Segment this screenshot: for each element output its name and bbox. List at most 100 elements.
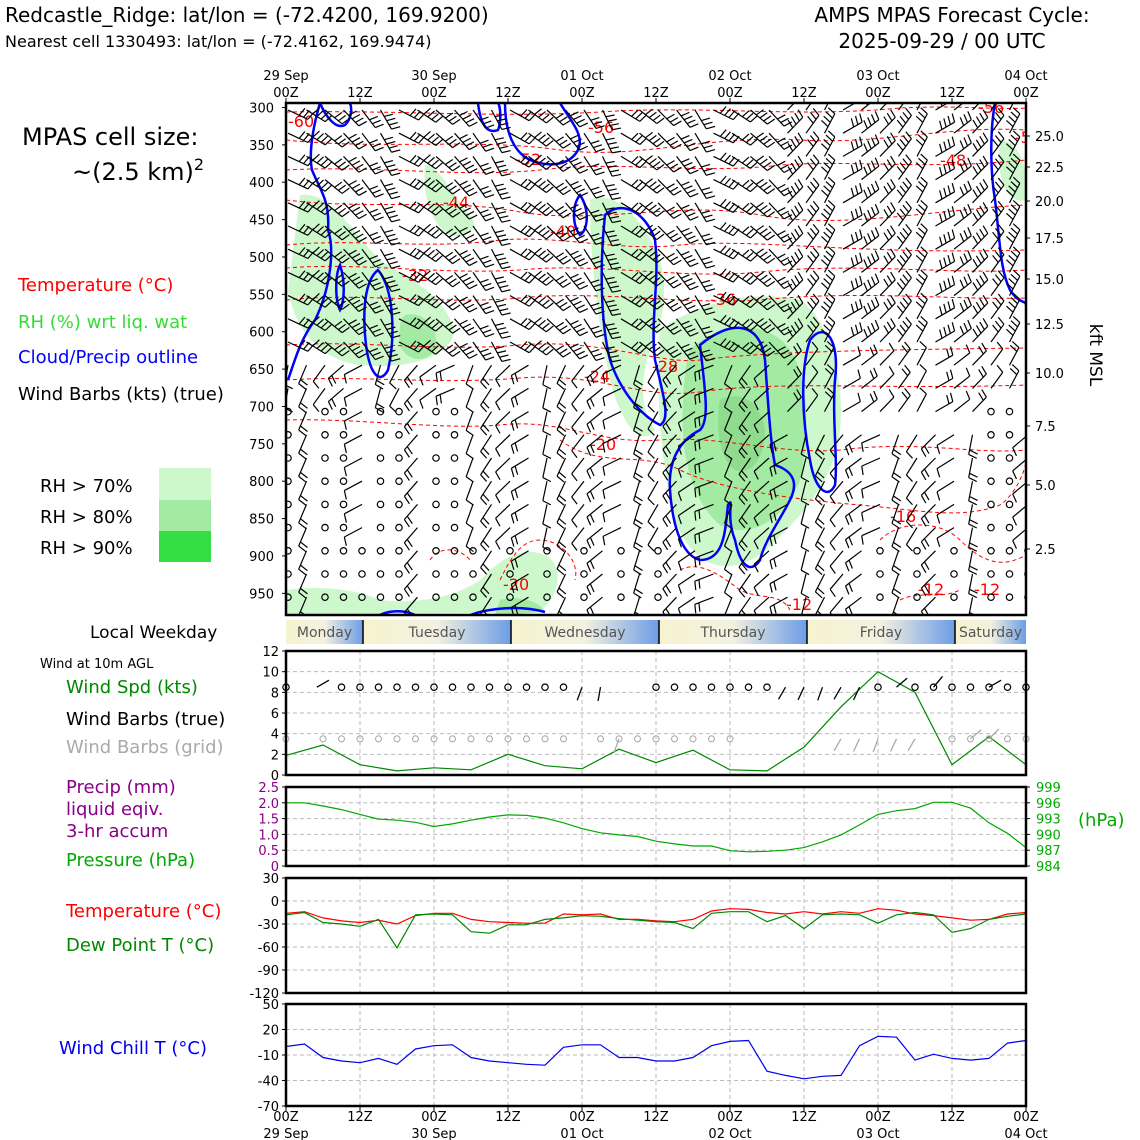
wind-barb (769, 527, 788, 547)
wind-barb (738, 434, 751, 459)
wind-barb (662, 527, 677, 551)
wind-barb (403, 504, 418, 528)
wind-barb (821, 107, 836, 134)
wind-barb (480, 434, 493, 459)
wind-barb (920, 434, 936, 458)
wind-barb (879, 248, 896, 273)
wind-barb (953, 134, 972, 157)
wind-barb (565, 179, 589, 197)
wind-barb (768, 179, 793, 197)
wind-barb (662, 573, 677, 597)
wind-barb (306, 176, 333, 192)
wind-barb (480, 504, 493, 529)
calm-true-barb (874, 683, 882, 691)
wind-barb (896, 154, 912, 180)
calm-barb (376, 477, 385, 486)
wind-barb (454, 341, 478, 359)
wind-barb (920, 457, 936, 481)
wind-barb (738, 504, 751, 529)
wind-barb (694, 225, 716, 246)
wind-barb (379, 132, 401, 153)
wind-barb (1006, 269, 1021, 296)
windchill-panel-label: Wind Chill T (°C) (59, 1038, 207, 1059)
wind-barb (490, 341, 511, 363)
wind-barb (972, 225, 989, 250)
wind-barb (546, 109, 572, 126)
wind-barb (435, 318, 461, 334)
wind-barb (861, 134, 880, 157)
wind-barb (542, 365, 552, 390)
wind-barb (898, 103, 905, 111)
top-hour-label: 00Z (865, 86, 891, 101)
weekday-segment (659, 620, 807, 644)
wind-barb (972, 248, 989, 273)
wind-barb (528, 224, 554, 240)
wind-barb (829, 504, 844, 528)
wind-barb (510, 503, 529, 524)
calm-barb (376, 523, 385, 532)
wind-barb (738, 411, 751, 436)
wind-barb (419, 387, 437, 409)
wind-barb (953, 367, 971, 389)
calm-true-barb (541, 683, 549, 691)
wind-barb (528, 247, 554, 263)
legend-rh80-label: RH > 80% (40, 507, 133, 528)
wind-barb (738, 388, 751, 413)
wind-barb (601, 248, 622, 270)
wind-barb (920, 550, 936, 574)
wind-barb (805, 177, 820, 204)
wind-barb (633, 504, 643, 529)
wind-barb (343, 155, 367, 173)
calm-grid-barb (504, 735, 512, 743)
wind-barb (861, 273, 880, 297)
wind-barb (586, 527, 603, 549)
wind-barb (398, 294, 426, 307)
wind-barb (676, 295, 699, 314)
wind-barb (472, 109, 495, 129)
height-tick-label: 15.0 (1035, 273, 1064, 288)
wind-barb (694, 202, 716, 223)
wind-barb (861, 180, 880, 204)
wind-barb (694, 272, 716, 292)
weekday-label: Thursday (699, 625, 765, 641)
calm-barb (469, 570, 477, 578)
wind-barb (571, 411, 585, 435)
wind-barb (472, 202, 495, 222)
calm-barb (395, 523, 403, 532)
calm-barb (286, 454, 292, 462)
wind-barb (490, 272, 511, 293)
wind-barb (565, 225, 589, 244)
wind-barb (738, 480, 751, 505)
wind-barb (528, 317, 554, 333)
wind-barb (844, 480, 862, 502)
wind-barb (379, 179, 401, 200)
y-tick-label: 1.0 (258, 828, 279, 843)
wind-barb (750, 341, 776, 357)
wind-barb (676, 272, 699, 291)
wind-barb (312, 364, 326, 389)
wind-barb (823, 103, 829, 111)
wind-barb (465, 457, 474, 483)
calm-true-barb (948, 683, 956, 691)
wind-barb (620, 318, 647, 331)
wind-barb (769, 573, 788, 593)
wind-barb (542, 457, 552, 483)
wind-barb (821, 130, 836, 157)
wind-barb (915, 246, 928, 273)
pressure-tick-label: 650 (249, 363, 274, 378)
wind-barb (750, 225, 776, 241)
wind-barb (814, 527, 826, 552)
wind-barb (1006, 246, 1021, 273)
temp-contour-label: -48 (940, 151, 966, 170)
wind-barb (620, 248, 647, 262)
wind-barb (677, 550, 696, 571)
wind-barb (677, 527, 696, 548)
calm-grid-barb (726, 735, 734, 743)
true-wind-barb (896, 677, 908, 688)
wind-barb (662, 411, 677, 435)
wind-barb (915, 315, 928, 343)
wind-barb (583, 295, 605, 315)
calm-barb (450, 593, 459, 602)
calm-barb (395, 500, 403, 509)
wind-barb (694, 596, 714, 614)
